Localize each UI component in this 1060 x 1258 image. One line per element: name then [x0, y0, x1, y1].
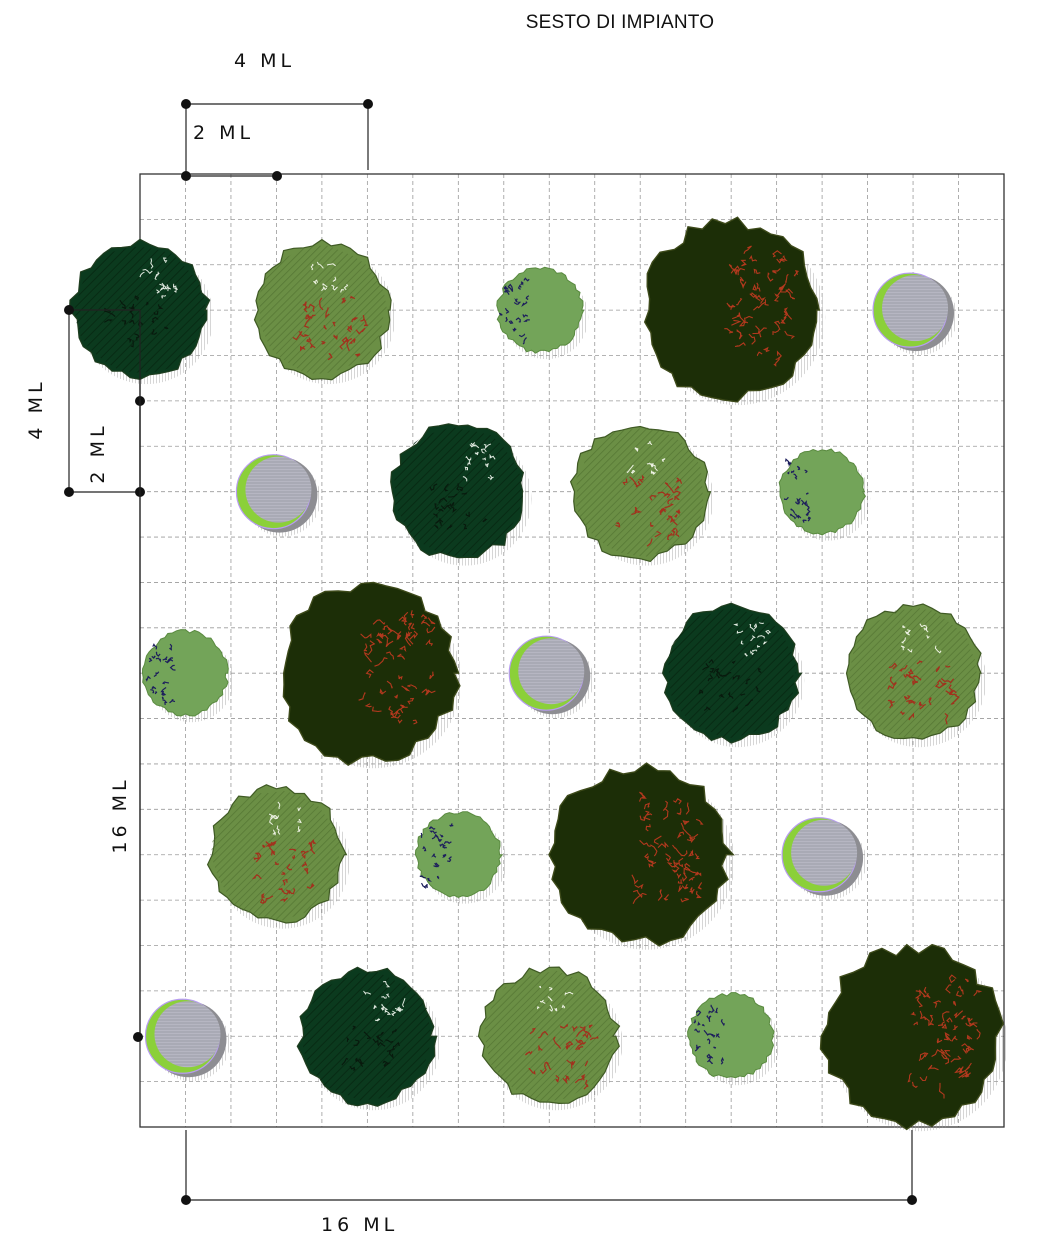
drawing-title: SESTO DI IMPIANTO — [525, 12, 715, 33]
dimension-endpoint — [907, 1195, 917, 1205]
plant-highlight — [363, 980, 406, 1022]
plant-canopy — [282, 581, 461, 767]
plants-layer — [68, 216, 1008, 1132]
plant-texture — [145, 643, 176, 705]
dark-tree-symbol — [661, 602, 805, 748]
dimension-label-left-2ml: 2 ML — [87, 422, 109, 484]
olive-tree-symbol — [845, 603, 987, 748]
plant-highlight — [268, 801, 302, 836]
plant-canopy — [496, 266, 585, 354]
gray-shrub-symbol — [508, 635, 594, 719]
dimension-label-top-2ml: 2 ML — [193, 122, 255, 144]
plant-canopy — [778, 448, 866, 536]
olive-tree-symbol — [477, 966, 623, 1111]
dimension-endpoint — [64, 487, 74, 497]
shrub-symbol — [496, 266, 589, 360]
dimension-label-left-16ml: 16 ML — [109, 776, 131, 854]
plant-hatch — [74, 246, 206, 373]
plant-canopy — [791, 819, 858, 886]
big-tree-symbol — [819, 943, 1008, 1132]
plant-texture — [631, 791, 704, 904]
dimension-endpoint — [181, 1195, 191, 1205]
plant-texture — [524, 1023, 599, 1090]
plant-hatch — [484, 970, 615, 1102]
plant-canopy — [882, 275, 949, 342]
dimension-endpoint — [363, 99, 373, 109]
plant-canopy — [245, 456, 312, 523]
plant-hatch — [394, 426, 524, 557]
plant-texture — [907, 974, 983, 1099]
shrub-symbol — [414, 811, 507, 904]
plant-texture — [698, 658, 762, 713]
plant-highlight — [900, 623, 942, 654]
olive-tree-symbol — [569, 425, 714, 566]
plant-highlight — [462, 442, 496, 482]
plant-highlight — [310, 261, 349, 293]
gray-shrub-symbol — [872, 272, 958, 356]
plant-highlight — [537, 985, 574, 1012]
olive-tree-symbol — [206, 784, 350, 929]
plant-canopy — [518, 638, 585, 705]
plant-hatch — [576, 427, 704, 557]
plant-texture — [341, 1025, 400, 1072]
plant-canopy — [414, 811, 504, 898]
shrub-symbol — [687, 992, 780, 1086]
dimension-label-top-4ml: 4 ML — [234, 50, 296, 72]
plant-texture — [292, 295, 369, 361]
plant-texture — [429, 483, 488, 530]
gray-shrub-symbol — [235, 454, 321, 537]
plant-highlight — [139, 257, 178, 299]
big-tree-symbol — [643, 216, 826, 406]
gray-shrub-symbol — [144, 998, 230, 1082]
plant-canopy — [687, 992, 775, 1079]
shrub-symbol — [778, 448, 871, 541]
plant-texture — [419, 823, 454, 889]
dimension-label-left-4ml: 4 ML — [25, 378, 47, 440]
plant-highlight — [626, 440, 666, 475]
plant-texture — [724, 245, 799, 367]
plant-canopy — [819, 943, 1005, 1131]
dark-tree-symbol — [296, 966, 441, 1111]
dimension-endpoint — [64, 305, 74, 315]
plant-texture — [358, 610, 436, 725]
plant-highlight — [733, 622, 772, 657]
olive-tree-symbol — [253, 238, 395, 385]
big-tree-symbol — [548, 762, 735, 950]
plant-texture — [104, 295, 169, 348]
gray-shrub-symbol — [781, 817, 867, 900]
shrub-symbol — [141, 629, 234, 723]
plant-texture — [783, 458, 812, 523]
dimension-lines — [64, 99, 917, 1205]
dimension-endpoint — [133, 1032, 143, 1042]
plant-canopy — [154, 1001, 221, 1068]
dimension-endpoint — [272, 171, 282, 181]
dimension-endpoint — [181, 99, 191, 109]
plant-texture — [499, 277, 530, 345]
plant-texture — [693, 1004, 725, 1065]
dark-tree-symbol — [68, 238, 213, 385]
plant-texture — [887, 660, 960, 725]
big-tree-symbol — [282, 581, 462, 769]
dark-tree-symbol — [390, 423, 532, 566]
plant-texture — [615, 474, 683, 547]
plant-texture — [251, 839, 316, 905]
dimension-label-bottom-16ml: 16 ML — [321, 1214, 399, 1236]
dimension-endpoint — [181, 171, 191, 181]
plant-hatch — [667, 608, 796, 739]
plant-canopy — [643, 216, 821, 403]
